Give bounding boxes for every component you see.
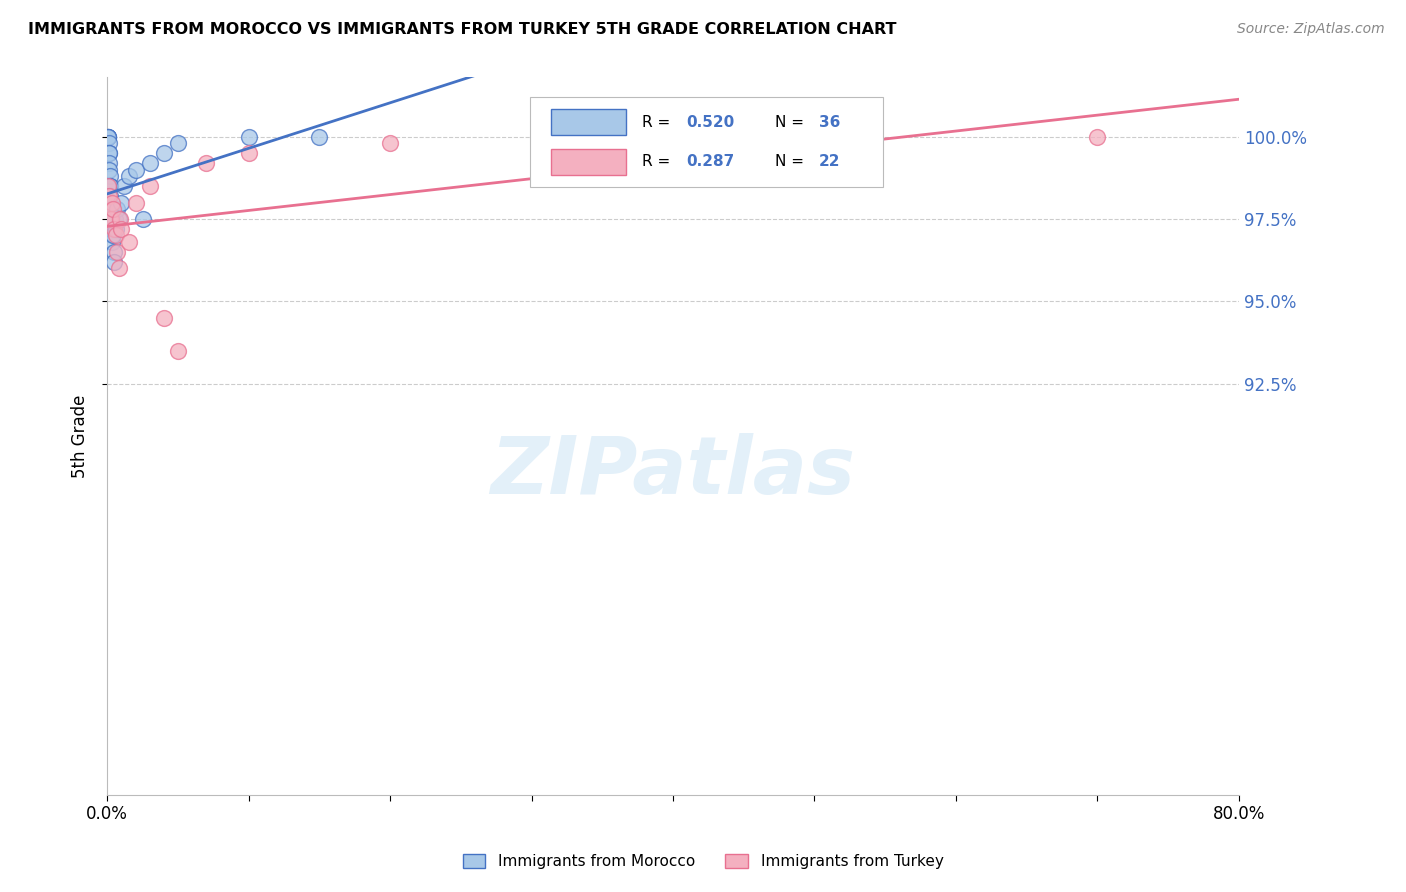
Point bbox=[138, 179, 160, 194]
Point bbox=[107, 261, 129, 276]
Point bbox=[117, 235, 139, 249]
Point bbox=[98, 169, 121, 184]
Point bbox=[100, 222, 122, 236]
Point bbox=[97, 129, 120, 144]
Point bbox=[167, 136, 190, 151]
Point bbox=[167, 343, 190, 358]
Text: ZIPatlas: ZIPatlas bbox=[491, 434, 855, 511]
Point bbox=[104, 228, 127, 243]
Point bbox=[238, 146, 260, 161]
Point bbox=[97, 136, 120, 151]
Point bbox=[100, 212, 122, 227]
Point bbox=[110, 222, 132, 236]
Point bbox=[153, 310, 176, 325]
Point bbox=[97, 129, 120, 144]
Point bbox=[803, 129, 825, 144]
Point bbox=[105, 244, 128, 259]
Point bbox=[105, 202, 128, 216]
Point bbox=[138, 156, 160, 170]
Point bbox=[380, 136, 402, 151]
Point bbox=[98, 212, 121, 227]
Point bbox=[98, 162, 121, 177]
Point bbox=[101, 228, 124, 243]
Point bbox=[101, 235, 124, 249]
Point bbox=[107, 212, 129, 227]
Point bbox=[98, 179, 121, 194]
Point bbox=[97, 129, 120, 144]
Point bbox=[103, 254, 125, 268]
Point bbox=[98, 146, 121, 161]
Point bbox=[97, 146, 120, 161]
Point bbox=[131, 212, 153, 227]
Point bbox=[153, 146, 176, 161]
Point bbox=[97, 179, 120, 194]
Point bbox=[98, 179, 121, 194]
Point bbox=[104, 222, 127, 236]
Point bbox=[238, 129, 260, 144]
Point bbox=[100, 195, 122, 210]
Point bbox=[101, 202, 124, 216]
Point bbox=[110, 195, 132, 210]
Point bbox=[97, 129, 120, 144]
Point bbox=[103, 244, 125, 259]
Point bbox=[308, 129, 330, 144]
Text: IMMIGRANTS FROM MOROCCO VS IMMIGRANTS FROM TURKEY 5TH GRADE CORRELATION CHART: IMMIGRANTS FROM MOROCCO VS IMMIGRANTS FR… bbox=[28, 22, 897, 37]
Text: Source: ZipAtlas.com: Source: ZipAtlas.com bbox=[1237, 22, 1385, 37]
Point bbox=[100, 189, 122, 203]
Point bbox=[100, 202, 122, 216]
Point bbox=[98, 189, 121, 203]
Point bbox=[103, 222, 125, 236]
Y-axis label: 5th Grade: 5th Grade bbox=[72, 394, 89, 478]
Point bbox=[100, 212, 122, 227]
Legend: Immigrants from Morocco, Immigrants from Turkey: Immigrants from Morocco, Immigrants from… bbox=[457, 848, 949, 875]
Point bbox=[117, 169, 139, 184]
Point bbox=[108, 212, 131, 227]
Point bbox=[98, 156, 121, 170]
Point bbox=[100, 212, 122, 227]
Point bbox=[1085, 129, 1108, 144]
Point bbox=[100, 228, 122, 243]
Point bbox=[124, 162, 146, 177]
Point bbox=[124, 195, 146, 210]
Point bbox=[112, 179, 135, 194]
Point bbox=[195, 156, 218, 170]
Point bbox=[104, 212, 127, 227]
